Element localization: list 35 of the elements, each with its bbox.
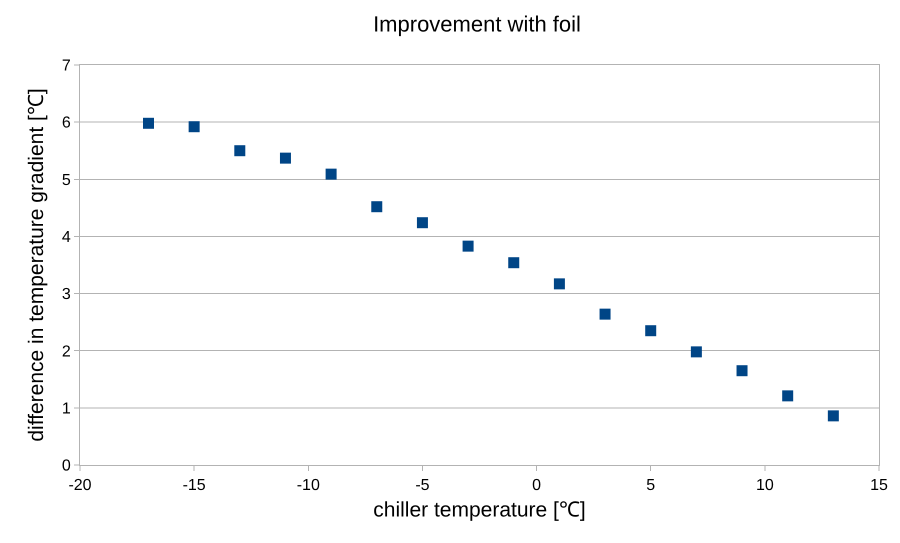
point bbox=[371, 201, 382, 212]
point bbox=[280, 152, 291, 164]
y-tick-label: 0 bbox=[62, 458, 71, 475]
point bbox=[690, 346, 702, 358]
x-tick-label: 0 bbox=[532, 477, 542, 494]
point bbox=[736, 365, 748, 376]
x-tick-label: -5 bbox=[415, 477, 430, 494]
point bbox=[462, 240, 474, 252]
point bbox=[188, 121, 200, 132]
x-tick-label: 15 bbox=[870, 477, 888, 494]
x-tick-label: 10 bbox=[756, 477, 774, 494]
y-tick-label: 1 bbox=[62, 400, 71, 418]
y-tick-label: 2 bbox=[62, 343, 71, 360]
x-tick-label: 5 bbox=[646, 477, 656, 494]
chart-title: Improvement with foil bbox=[373, 12, 581, 37]
point bbox=[234, 145, 246, 156]
point bbox=[600, 308, 611, 320]
point bbox=[142, 118, 154, 129]
y-tick-label: 7 bbox=[62, 58, 71, 75]
point bbox=[645, 325, 656, 336]
y-tick-label: 4 bbox=[62, 229, 71, 246]
point bbox=[326, 168, 337, 180]
point bbox=[508, 257, 520, 268]
point bbox=[782, 390, 794, 402]
y-tick-label: 3 bbox=[62, 286, 71, 304]
y-tick-label: 6 bbox=[62, 114, 71, 132]
y-axis-title: difference in temperature gradient [℃] bbox=[25, 88, 48, 442]
x-tick-label: -15 bbox=[182, 477, 206, 494]
point bbox=[554, 278, 565, 290]
y-tick-label: 5 bbox=[62, 172, 71, 189]
x-tick-label: -20 bbox=[68, 477, 92, 494]
x-axis-title: chiller temperature [℃] bbox=[373, 498, 586, 522]
x-tick-label: -10 bbox=[296, 477, 320, 494]
point bbox=[828, 410, 839, 422]
point bbox=[416, 217, 428, 228]
